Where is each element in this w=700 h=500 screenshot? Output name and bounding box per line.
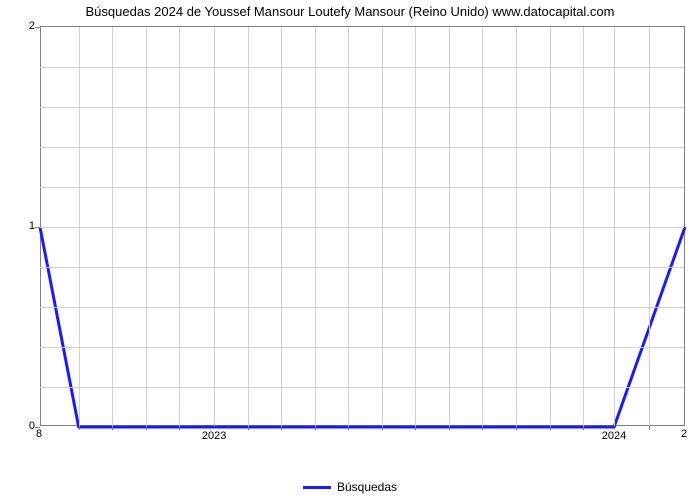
x-tick-label: 2024: [602, 430, 626, 442]
gridline-h-minor: [40, 67, 684, 68]
gridline-v-minor: [649, 27, 650, 426]
x-minor-tick: [146, 426, 147, 430]
y-tick: [35, 27, 40, 28]
gridline-v-minor: [583, 27, 584, 426]
legend: Búsquedas: [303, 480, 397, 494]
gridline-h-minor: [40, 307, 684, 308]
gridline-v-minor: [482, 27, 483, 426]
legend-swatch: [303, 486, 331, 489]
x-minor-tick: [112, 426, 113, 430]
x-minor-tick: [248, 426, 249, 430]
x-minor-tick: [415, 426, 416, 430]
x-minor-tick: [516, 426, 517, 430]
x-minor-tick: [382, 426, 383, 430]
y-tick-label: 0: [29, 420, 35, 432]
gridline-h-minor: [40, 347, 684, 348]
x-minor-tick: [649, 426, 650, 430]
x-minor-tick: [179, 426, 180, 430]
y-tick-label: 1: [29, 220, 35, 232]
gridline-v-minor: [146, 27, 147, 426]
chart-container: 0122023202482: [30, 26, 685, 446]
gridline-h-minor: [40, 107, 684, 108]
legend-label: Búsquedas: [337, 480, 397, 494]
x-secondary-label-right: 2: [681, 428, 687, 440]
gridline-v-minor: [315, 27, 316, 426]
y-tick: [35, 227, 40, 228]
x-minor-tick: [550, 426, 551, 430]
x-minor-tick: [482, 426, 483, 430]
x-tick-label: 2023: [202, 430, 226, 442]
gridline-h-minor: [40, 147, 684, 148]
gridline-v-minor: [415, 27, 416, 426]
gridline-h-minor: [40, 387, 684, 388]
gridline-h: [40, 227, 684, 228]
gridline-v-minor: [449, 27, 450, 426]
gridline-v-minor: [248, 27, 249, 426]
gridline-v-minor: [382, 27, 383, 426]
x-minor-tick: [449, 426, 450, 430]
gridline-v-minor: [281, 27, 282, 426]
gridline-v-minor: [550, 27, 551, 426]
x-minor-tick: [79, 426, 80, 430]
gridline-v-minor: [348, 27, 349, 426]
x-minor-tick: [315, 426, 316, 430]
gridline-h-minor: [40, 187, 684, 188]
x-minor-tick: [348, 426, 349, 430]
x-minor-tick: [281, 426, 282, 430]
gridline-v-minor: [79, 27, 80, 426]
gridline-v-minor: [179, 27, 180, 426]
x-minor-tick: [583, 426, 584, 430]
gridline-v: [214, 27, 215, 426]
y-tick-label: 2: [29, 20, 35, 32]
plot-area: [40, 26, 685, 426]
gridline-v-minor: [516, 27, 517, 426]
gridline-h-minor: [40, 267, 684, 268]
chart-title: Búsquedas 2024 de Youssef Mansour Loutef…: [0, 0, 700, 19]
x-secondary-label-left: 8: [36, 428, 42, 440]
gridline-v: [614, 27, 615, 426]
gridline-v-minor: [112, 27, 113, 426]
